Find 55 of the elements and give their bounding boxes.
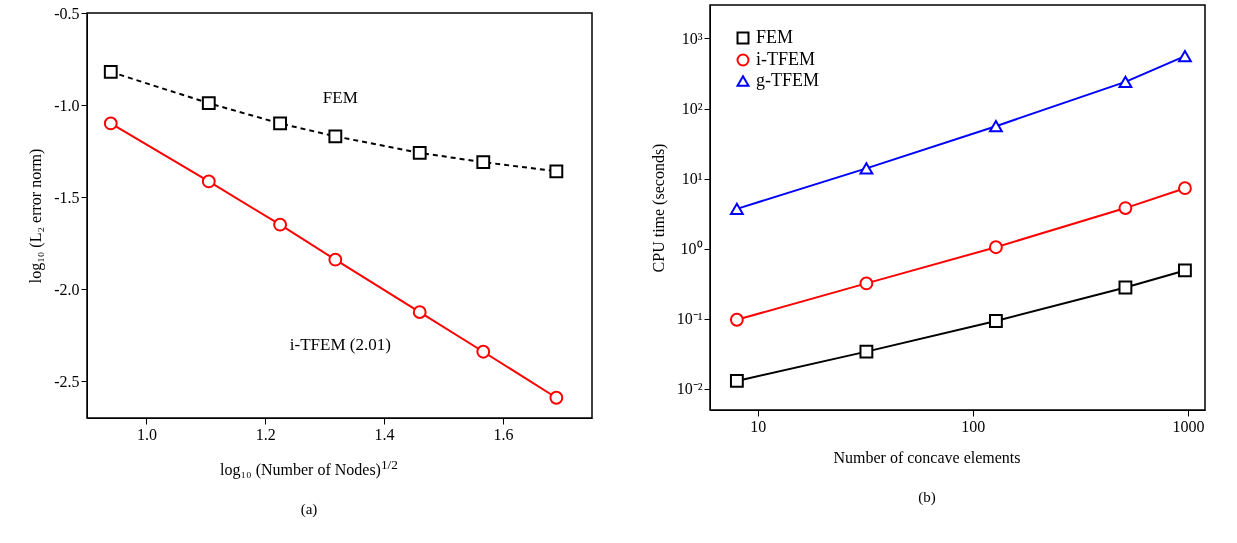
legend-label: i-TFEM [755,49,815,69]
x-tick-label: 10 [749,417,766,435]
y-tick-label: -2.0 [53,280,79,298]
point [103,116,118,131]
x-axis-title: Number of concave elements [833,449,1021,467]
point [988,120,1003,133]
y-tick-label: 10³ [681,29,703,47]
point [729,374,744,388]
y-tick-label: 10² [681,100,703,118]
series-label: i-TFEM (2.01) [289,334,391,354]
x-tick-label: 1.2 [255,425,276,443]
y-tick-label: 10⁰ [680,240,702,258]
y-axis-title: CPU time (seconds) [649,143,668,273]
y-tick-label: 10⁻¹ [676,310,703,328]
point [327,252,342,267]
point [1118,280,1132,295]
x-tick-label: 1.4 [374,425,395,443]
y-tick-label: -2.5 [53,372,79,390]
point [327,129,342,144]
x-tick-label: 100 [960,417,985,435]
point [988,314,1003,328]
point [1118,75,1132,89]
point [272,116,287,131]
point [412,145,427,160]
x-axis-title: log₁₀ (Number of Nodes)$^{1/2}$ [220,457,398,480]
point [475,344,490,359]
point [201,174,216,189]
y-tick-label: 10⁻² [676,380,703,398]
x-tick-label: 1.6 [492,425,513,443]
point [103,64,118,79]
y-tick-label: -1.5 [53,188,79,206]
point [858,344,873,359]
point [858,162,873,175]
point [729,202,744,216]
y-tick-label: 10¹ [681,170,703,188]
legend-label: g-TFEM [755,70,819,90]
point [548,390,563,405]
text: (a) [300,501,318,519]
legend-label: FEM [755,27,793,47]
point [272,217,287,232]
x-tick-label: 1000 [1171,417,1204,435]
point [412,305,427,320]
point [729,312,744,327]
series-label: FEM [322,88,358,108]
y-axis-title: log₁₀ (L₂ error norm) [26,148,45,284]
point [475,155,490,170]
point [1118,201,1132,215]
point [548,164,563,179]
point [201,96,216,111]
y-tick-label: -1.0 [53,96,79,114]
point [988,240,1003,255]
point [858,276,873,291]
x-tick-label: 1.0 [136,425,157,443]
text: (b) [918,489,936,506]
y-tick-label: -0.5 [53,4,79,22]
